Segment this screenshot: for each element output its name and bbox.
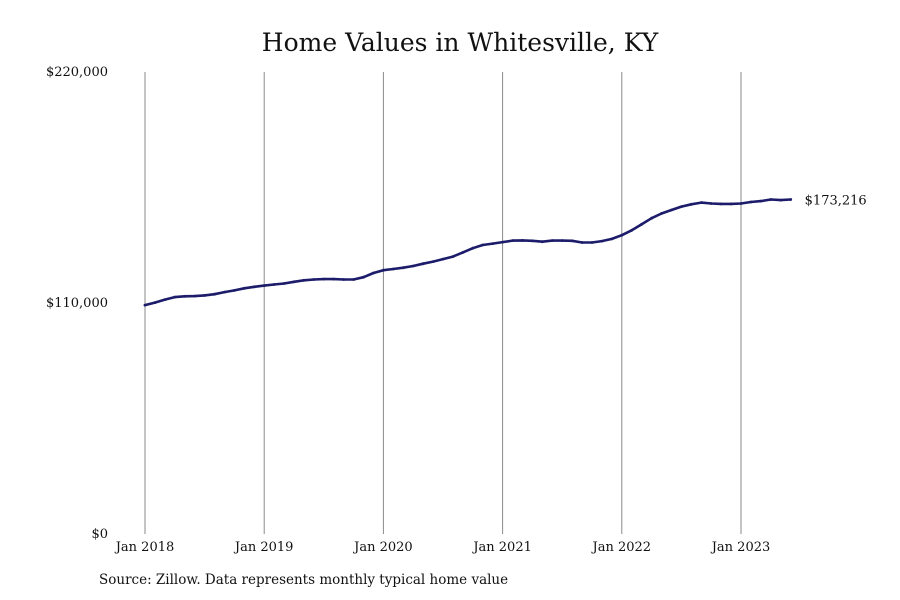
data-point <box>580 241 584 244</box>
data-point <box>491 242 495 246</box>
series-line-home-value <box>143 198 792 307</box>
x-tick-label: Jan 2021 <box>471 540 532 555</box>
x-tick-label: Jan 2020 <box>352 540 413 555</box>
data-point <box>193 294 197 298</box>
data-point <box>242 286 246 290</box>
data-point <box>789 198 793 201</box>
data-point <box>372 271 375 275</box>
data-point <box>709 202 713 205</box>
end-value-label: $173,216 <box>805 193 867 208</box>
data-point <box>610 237 614 241</box>
x-tick-label: Jan 2018 <box>114 540 175 555</box>
y-axis: $0 $110,000 $220,000 <box>46 65 108 542</box>
data-point <box>183 294 187 298</box>
data-point <box>332 277 336 281</box>
data-point <box>511 239 514 243</box>
data-point <box>749 200 753 204</box>
data-point <box>759 199 763 203</box>
data-point <box>401 266 405 270</box>
data-point <box>719 202 723 206</box>
data-point <box>590 241 594 244</box>
data-point <box>322 277 326 281</box>
data-point <box>262 284 266 287</box>
data-point <box>431 260 435 263</box>
data-point <box>451 255 455 258</box>
x-tick-label: Jan 2023 <box>710 540 771 555</box>
data-point <box>441 257 445 261</box>
data-point <box>342 278 346 281</box>
data-point <box>540 240 544 244</box>
data-point <box>223 290 226 294</box>
data-point <box>600 239 604 243</box>
data-point <box>769 198 773 201</box>
data-point <box>471 246 475 250</box>
annotation-layer: $173,216 <box>805 193 867 208</box>
data-point <box>481 243 485 247</box>
data-point <box>650 216 653 220</box>
data-point <box>292 280 296 284</box>
data-point <box>302 278 306 282</box>
data-point <box>382 268 385 272</box>
x-tick-label: Jan 2019 <box>233 540 294 555</box>
data-point <box>411 264 415 268</box>
data-point <box>739 202 743 205</box>
data-point <box>203 294 207 297</box>
y-tick-label: $110,000 <box>46 296 108 311</box>
data-point <box>143 303 147 307</box>
source-note: Source: Zillow. Data represents monthly … <box>99 572 509 588</box>
data-point <box>531 239 534 243</box>
data-point <box>352 278 355 281</box>
data-point <box>640 222 644 226</box>
data-point <box>680 205 683 209</box>
data-point <box>421 262 425 266</box>
data-point <box>252 285 256 289</box>
data-point <box>699 201 703 205</box>
data-point <box>153 301 157 304</box>
data-point <box>570 239 574 243</box>
chart-title: Home Values in Whitesville, KY <box>261 28 659 57</box>
data-point <box>779 198 783 202</box>
data-point <box>163 298 167 301</box>
data-point <box>312 278 316 281</box>
x-axis: Jan 2018 Jan 2019 Jan 2020 Jan 2021 Jan 2022… <box>114 540 771 555</box>
data-point <box>501 240 504 244</box>
data-point <box>233 289 236 292</box>
data-point <box>213 292 216 296</box>
y-tick-label: $0 <box>91 527 108 542</box>
data-point <box>660 212 663 215</box>
data-point <box>729 202 733 206</box>
data-point <box>560 239 564 243</box>
data-point <box>362 275 365 279</box>
data-point <box>689 202 693 206</box>
x-tick-label: Jan 2022 <box>591 540 652 555</box>
data-point <box>521 239 524 242</box>
data-point <box>461 251 465 254</box>
data-point <box>630 228 634 232</box>
data-point <box>282 282 286 285</box>
data-point <box>670 208 673 212</box>
data-point <box>391 267 395 271</box>
data-point <box>173 295 177 299</box>
data-point <box>550 239 554 243</box>
data-point <box>620 233 624 237</box>
series-layer <box>143 198 793 307</box>
vertical-gridlines <box>144 72 742 534</box>
y-tick-label: $220,000 <box>46 65 108 80</box>
data-point <box>272 283 276 286</box>
